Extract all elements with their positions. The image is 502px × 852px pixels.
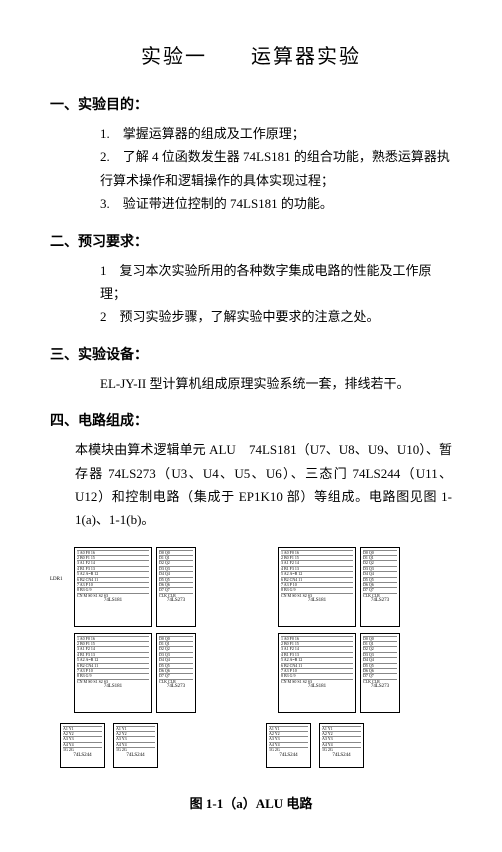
diagram-left-half: LDR1 1 A0 F0 162 B0 F1 153 A1 F2 144 B1 … [50, 547, 246, 768]
section-3-text: EL-JY-II 型计算机组成原理实验系统一套，排线若干。 [100, 372, 452, 395]
section-header-4: 四、电路组成： [50, 410, 452, 430]
item-2-1: 1 复习本次实验所用的各种数字集成电路的性能及工作原理； [100, 259, 452, 306]
chip-u6: D0 Q0D1 Q1D2 Q2D3 Q3D4 Q4D5 Q5D6 Q6D7 Q7… [360, 633, 400, 713]
figure-caption: 图 1-1（a）ALU 电路 [50, 793, 452, 812]
section-header-1: 一、实验目的： [50, 94, 452, 114]
item-2-2: 2 预习实验步骤，了解实验中要求的注意之处。 [100, 305, 452, 328]
chip-u3: D0 Q0D1 Q1D2 Q2D3 Q3D4 Q4D5 Q5D6 Q6D7 Q7… [156, 547, 196, 627]
chip-u12: A1 Y1A2 Y2A3 Y3A4 Y41G 2G74LS244 [266, 723, 311, 768]
section-header-2: 二、预习要求： [50, 231, 452, 251]
item-1-2: 2. 了解 4 位函数发生器 74LS181 的组合功能，熟悉运算器执行算术操作… [100, 145, 452, 192]
chip-u9: 1 A0 F0 162 B0 F1 153 A1 F2 144 B1 F3 13… [278, 547, 356, 627]
page-title: 实验一 运算器实验 [50, 40, 452, 69]
chip-u5: D0 Q0D1 Q1D2 Q2D3 Q3D4 Q4D5 Q5D6 Q6D7 Q7… [360, 547, 400, 627]
chip-u12b: A1 Y1A2 Y2A3 Y3A4 Y41G 2G74LS244 [319, 723, 364, 768]
chip-u11: A1 Y1A2 Y2A3 Y3A4 Y41G 2G74LS244 [60, 723, 105, 768]
signal-label: LDR1 [50, 547, 70, 582]
chip-u8: 1 A0 F0 162 B0 F1 153 A1 F2 144 B1 F3 13… [74, 633, 152, 713]
chip-u4: D0 Q0D1 Q1D2 Q2D3 Q3D4 Q4D5 Q5D6 Q6D7 Q7… [156, 633, 196, 713]
chip-u11b: A1 Y1A2 Y2A3 Y3A4 Y41G 2G74LS244 [113, 723, 158, 768]
chip-u10: 1 A0 F0 162 B0 F1 153 A1 F2 144 B1 F3 13… [278, 633, 356, 713]
section-4-text: 本模块由算术逻辑单元 ALU 74LS181（U7、U8、U9、U10）、暂存器… [75, 438, 452, 532]
section-header-3: 三、实验设备： [50, 344, 452, 364]
item-1-1: 1. 掌握运算器的组成及工作原理； [100, 122, 452, 145]
item-1-3: 3. 验证带进位控制的 74LS181 的功能。 [100, 192, 452, 215]
circuit-diagram: LDR1 1 A0 F0 162 B0 F1 153 A1 F2 144 B1 … [50, 547, 452, 768]
diagram-right-half: 1 A0 F0 162 B0 F1 153 A1 F2 144 B1 F3 13… [256, 547, 452, 768]
chip-u7: 1 A0 F0 162 B0 F1 153 A1 F2 144 B1 F3 13… [74, 547, 152, 627]
